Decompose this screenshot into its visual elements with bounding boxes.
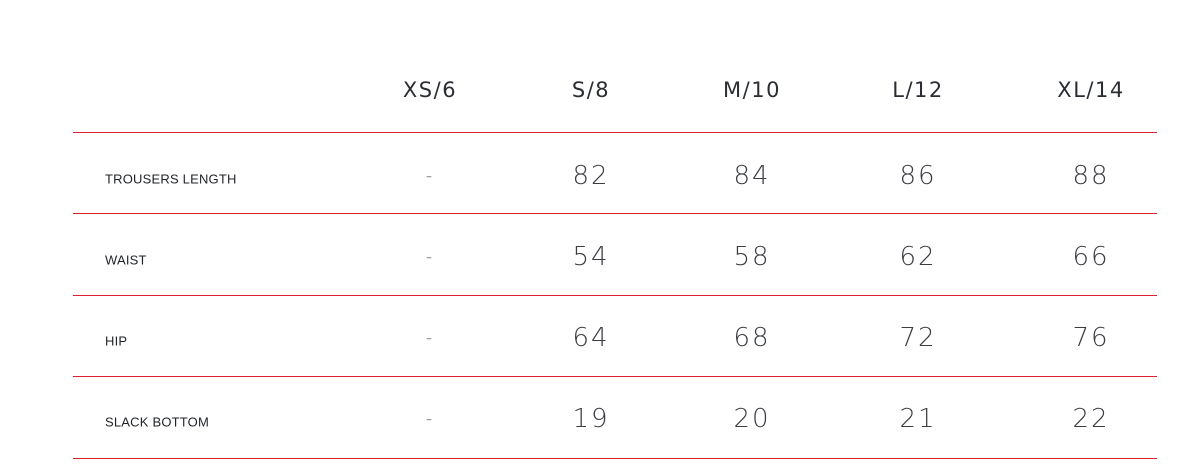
row-label: SLACK BOTTOM [105, 414, 210, 430]
size-header: XS/6 [402, 78, 458, 102]
row-label: TROUSERS LENGTH [105, 171, 237, 187]
row-divider [73, 458, 1157, 459]
table-cell: 88 [1072, 161, 1110, 191]
table-cell: 68 [733, 323, 771, 353]
row-divider [73, 295, 1157, 296]
table-cell: - [425, 165, 435, 187]
table-cell: 20 [733, 404, 771, 434]
table-cell: - [425, 327, 435, 349]
table-cell: 22 [1072, 404, 1110, 434]
table-cell: 19 [572, 404, 610, 434]
table-cell: 86 [899, 161, 937, 191]
size-header: L/12 [892, 78, 944, 102]
table-cell: 62 [899, 242, 937, 272]
size-header: M/10 [723, 78, 781, 102]
table-cell: 76 [1072, 323, 1110, 353]
table-cell: 82 [572, 161, 610, 191]
row-divider [73, 376, 1157, 377]
table-cell: 54 [572, 242, 610, 272]
table-cell: 66 [1072, 242, 1110, 272]
size-header: XL/14 [1057, 78, 1125, 102]
table-cell: 72 [899, 323, 937, 353]
row-label: WAIST [105, 252, 147, 268]
table-cell: 21 [899, 404, 937, 434]
row-label: HIP [105, 333, 128, 349]
table-cell: - [425, 246, 435, 268]
row-divider [73, 132, 1157, 133]
size-header: S/8 [571, 78, 611, 102]
table-cell: 64 [572, 323, 610, 353]
table-cell: 58 [733, 242, 771, 272]
row-divider [73, 213, 1157, 214]
table-cell: 84 [733, 161, 771, 191]
table-cell: - [425, 408, 435, 430]
